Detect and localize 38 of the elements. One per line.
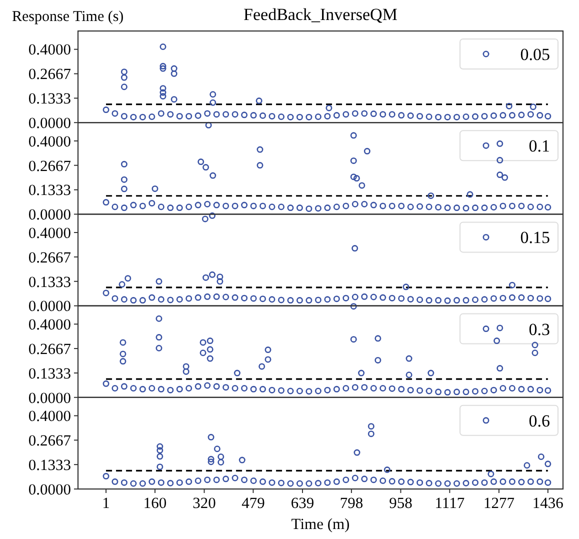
x-tick-label: 160 bbox=[143, 495, 167, 512]
y-tick-label: 0.1333 bbox=[28, 90, 72, 108]
x-tick-label: 1117 bbox=[434, 495, 465, 512]
legend-label: 0.15 bbox=[520, 228, 550, 248]
x-tick-label: 639 bbox=[290, 495, 314, 512]
legend-label: 0.05 bbox=[520, 44, 550, 64]
y-tick-label: 0.1333 bbox=[28, 365, 72, 382]
y-tick-label: 0.4000 bbox=[28, 42, 72, 59]
y-axis-title: Response Time (s) bbox=[12, 9, 124, 25]
y-tick-label: 0.0000 bbox=[28, 298, 72, 316]
y-tick-label: 0.1333 bbox=[28, 457, 72, 474]
x-tick-label: 798 bbox=[340, 495, 364, 512]
y-tick-label: 0.1333 bbox=[28, 274, 72, 291]
y-tick-label: 0.0000 bbox=[28, 481, 72, 498]
x-tick-label: 1 bbox=[102, 495, 110, 512]
y-tick-label: 0.2667 bbox=[28, 158, 72, 175]
y-tick-label: 0.4000 bbox=[28, 133, 72, 150]
legend-label: 0.1 bbox=[528, 136, 550, 156]
x-tick-label: 958 bbox=[389, 495, 413, 512]
y-tick-label: 0.2667 bbox=[28, 66, 72, 84]
y-tick-label: 0.4000 bbox=[28, 224, 72, 242]
x-axis-title: Time (m) bbox=[291, 516, 350, 533]
x-tick-label: 1436 bbox=[532, 495, 564, 512]
legend-label: 0.3 bbox=[528, 320, 550, 339]
y-tick-label: 0.0000 bbox=[28, 115, 72, 132]
y-tick-label: 0.4000 bbox=[28, 316, 72, 334]
y-tick-label: 0.1333 bbox=[28, 182, 72, 200]
y-tick-label: 0.0000 bbox=[28, 390, 72, 407]
legend-label: 0.6 bbox=[528, 411, 550, 430]
x-tick-label: 1277 bbox=[483, 495, 515, 512]
x-tick-label: 320 bbox=[192, 495, 216, 512]
chart-title: FeedBack_InverseQM bbox=[244, 5, 398, 24]
y-tick-label: 0.2667 bbox=[28, 432, 72, 450]
y-tick-label: 0.4000 bbox=[28, 408, 72, 426]
y-tick-label: 0.2667 bbox=[28, 340, 72, 358]
y-tick-label: 0.2667 bbox=[28, 249, 72, 266]
x-tick-label: 479 bbox=[242, 495, 266, 512]
y-tick-label: 0.0000 bbox=[28, 206, 72, 224]
